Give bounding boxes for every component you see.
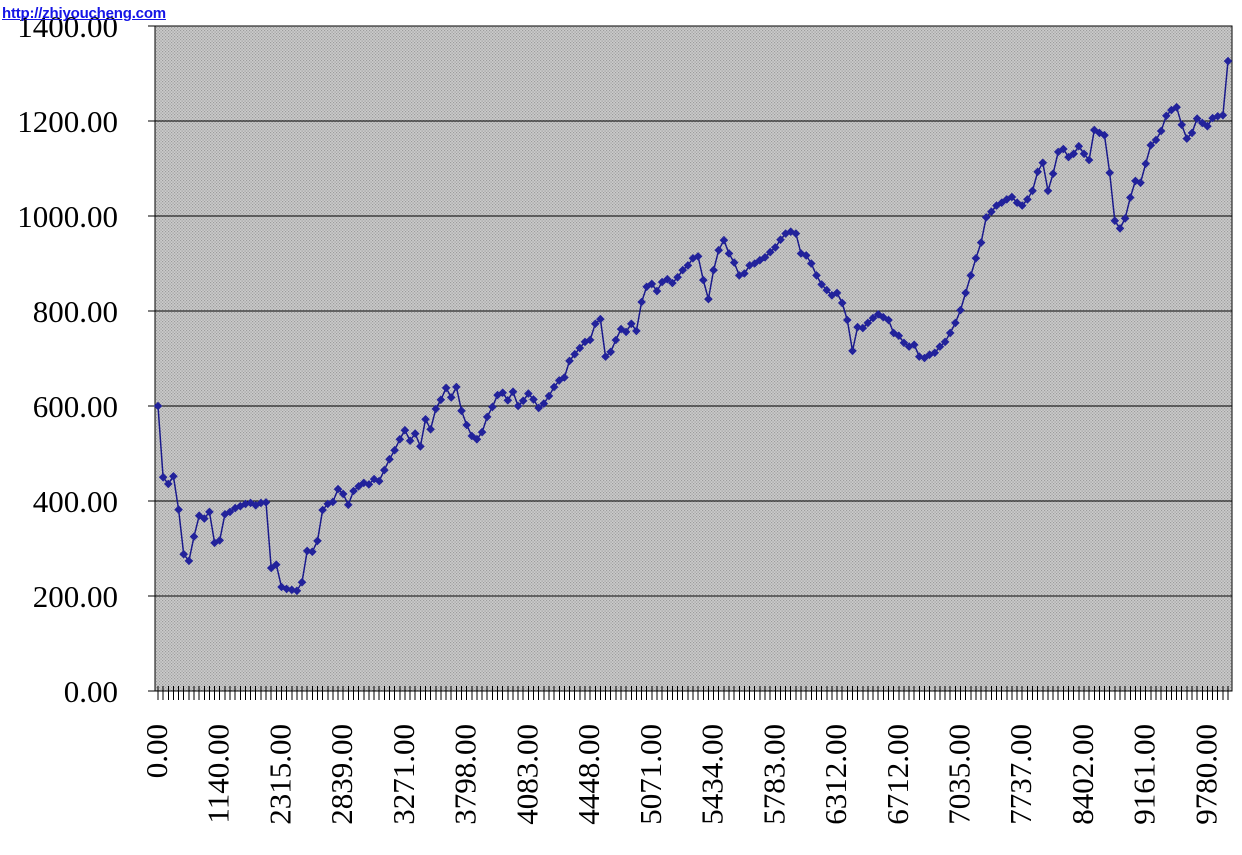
svg-text:5783.00: 5783.00 [756, 724, 791, 825]
svg-text:0.00: 0.00 [139, 724, 174, 778]
svg-text:1400.00: 1400.00 [17, 9, 118, 44]
svg-text:2315.00: 2315.00 [262, 724, 297, 825]
svg-text:3271.00: 3271.00 [386, 724, 421, 825]
watermark-link: http://zhiyoucheng.com [2, 5, 166, 22]
y-axis-ticks [148, 25, 155, 692]
svg-text:4083.00: 4083.00 [509, 724, 544, 825]
svg-text:1200.00: 1200.00 [17, 104, 118, 139]
x-axis-labels: 0.00 1140.00 2315.00 2839.00 3271.00 3798.00 4… [139, 724, 1223, 825]
svg-text:1140.00: 1140.00 [201, 724, 236, 824]
svg-text:400.00: 400.00 [33, 484, 118, 519]
svg-text:2839.00: 2839.00 [324, 724, 359, 825]
svg-text:7035.00: 7035.00 [942, 724, 977, 825]
svg-text:200.00: 200.00 [33, 579, 118, 614]
svg-text:600.00: 600.00 [33, 389, 118, 424]
x-axis-ticks [157, 686, 1229, 700]
svg-text:7737.00: 7737.00 [1003, 724, 1038, 825]
svg-text:8402.00: 8402.00 [1065, 724, 1100, 825]
svg-text:9161.00: 9161.00 [1127, 724, 1162, 825]
svg-text:5071.00: 5071.00 [633, 724, 668, 825]
gridlines [155, 120, 1232, 597]
plot-area [155, 26, 1232, 691]
svg-text:5434.00: 5434.00 [695, 724, 730, 825]
svg-text:9780.00: 9780.00 [1188, 724, 1223, 825]
svg-text:4448.00: 4448.00 [571, 724, 606, 825]
svg-text:6712.00: 6712.00 [880, 724, 915, 825]
svg-text:3798.00: 3798.00 [448, 724, 483, 825]
svg-text:800.00: 800.00 [33, 294, 118, 329]
svg-text:1000.00: 1000.00 [17, 199, 118, 234]
svg-text:6312.00: 6312.00 [818, 724, 853, 825]
svg-text:0.00: 0.00 [64, 674, 118, 709]
y-axis-labels: 0.00 200.00 400.00 600.00 800.00 1000.00 1200.… [17, 9, 118, 709]
